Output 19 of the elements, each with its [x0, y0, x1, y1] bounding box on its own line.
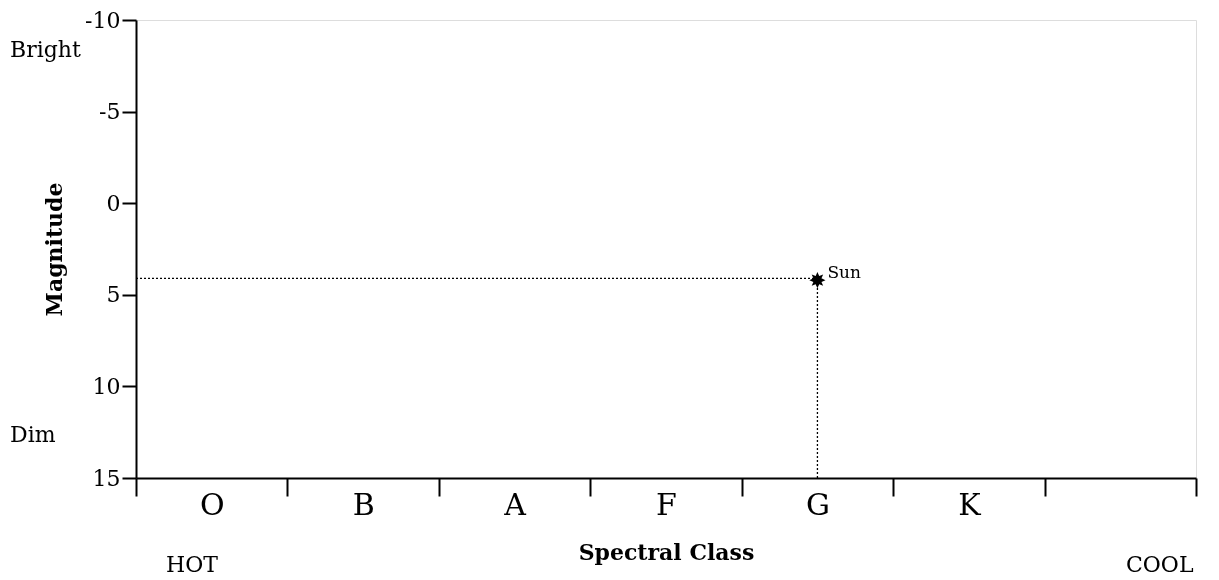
x-tick-label: O	[199, 486, 225, 522]
y-axis-title: Magnitude	[41, 182, 68, 317]
y-tick-label: -10	[85, 7, 121, 33]
y-tick-label: 0	[106, 190, 121, 216]
x-tick-label: K	[958, 486, 982, 522]
text: Bright	[10, 37, 81, 62]
x-tick-label: F	[656, 486, 677, 522]
y-tick-label: 5	[106, 282, 121, 308]
text: COOL	[1126, 552, 1194, 577]
annotation: Sun	[827, 262, 862, 283]
x-tick-label: A	[503, 486, 527, 522]
x-tick-label: G	[805, 486, 830, 522]
x-tick-label: B	[352, 486, 375, 522]
y-tick-label: -5	[99, 99, 121, 125]
x-axis-title: Spectral Class	[578, 538, 755, 565]
y-tick-label: 10	[92, 373, 121, 399]
y-tick-label: 15	[92, 465, 121, 491]
text: HOT	[166, 552, 219, 577]
text: Dim	[10, 422, 56, 447]
